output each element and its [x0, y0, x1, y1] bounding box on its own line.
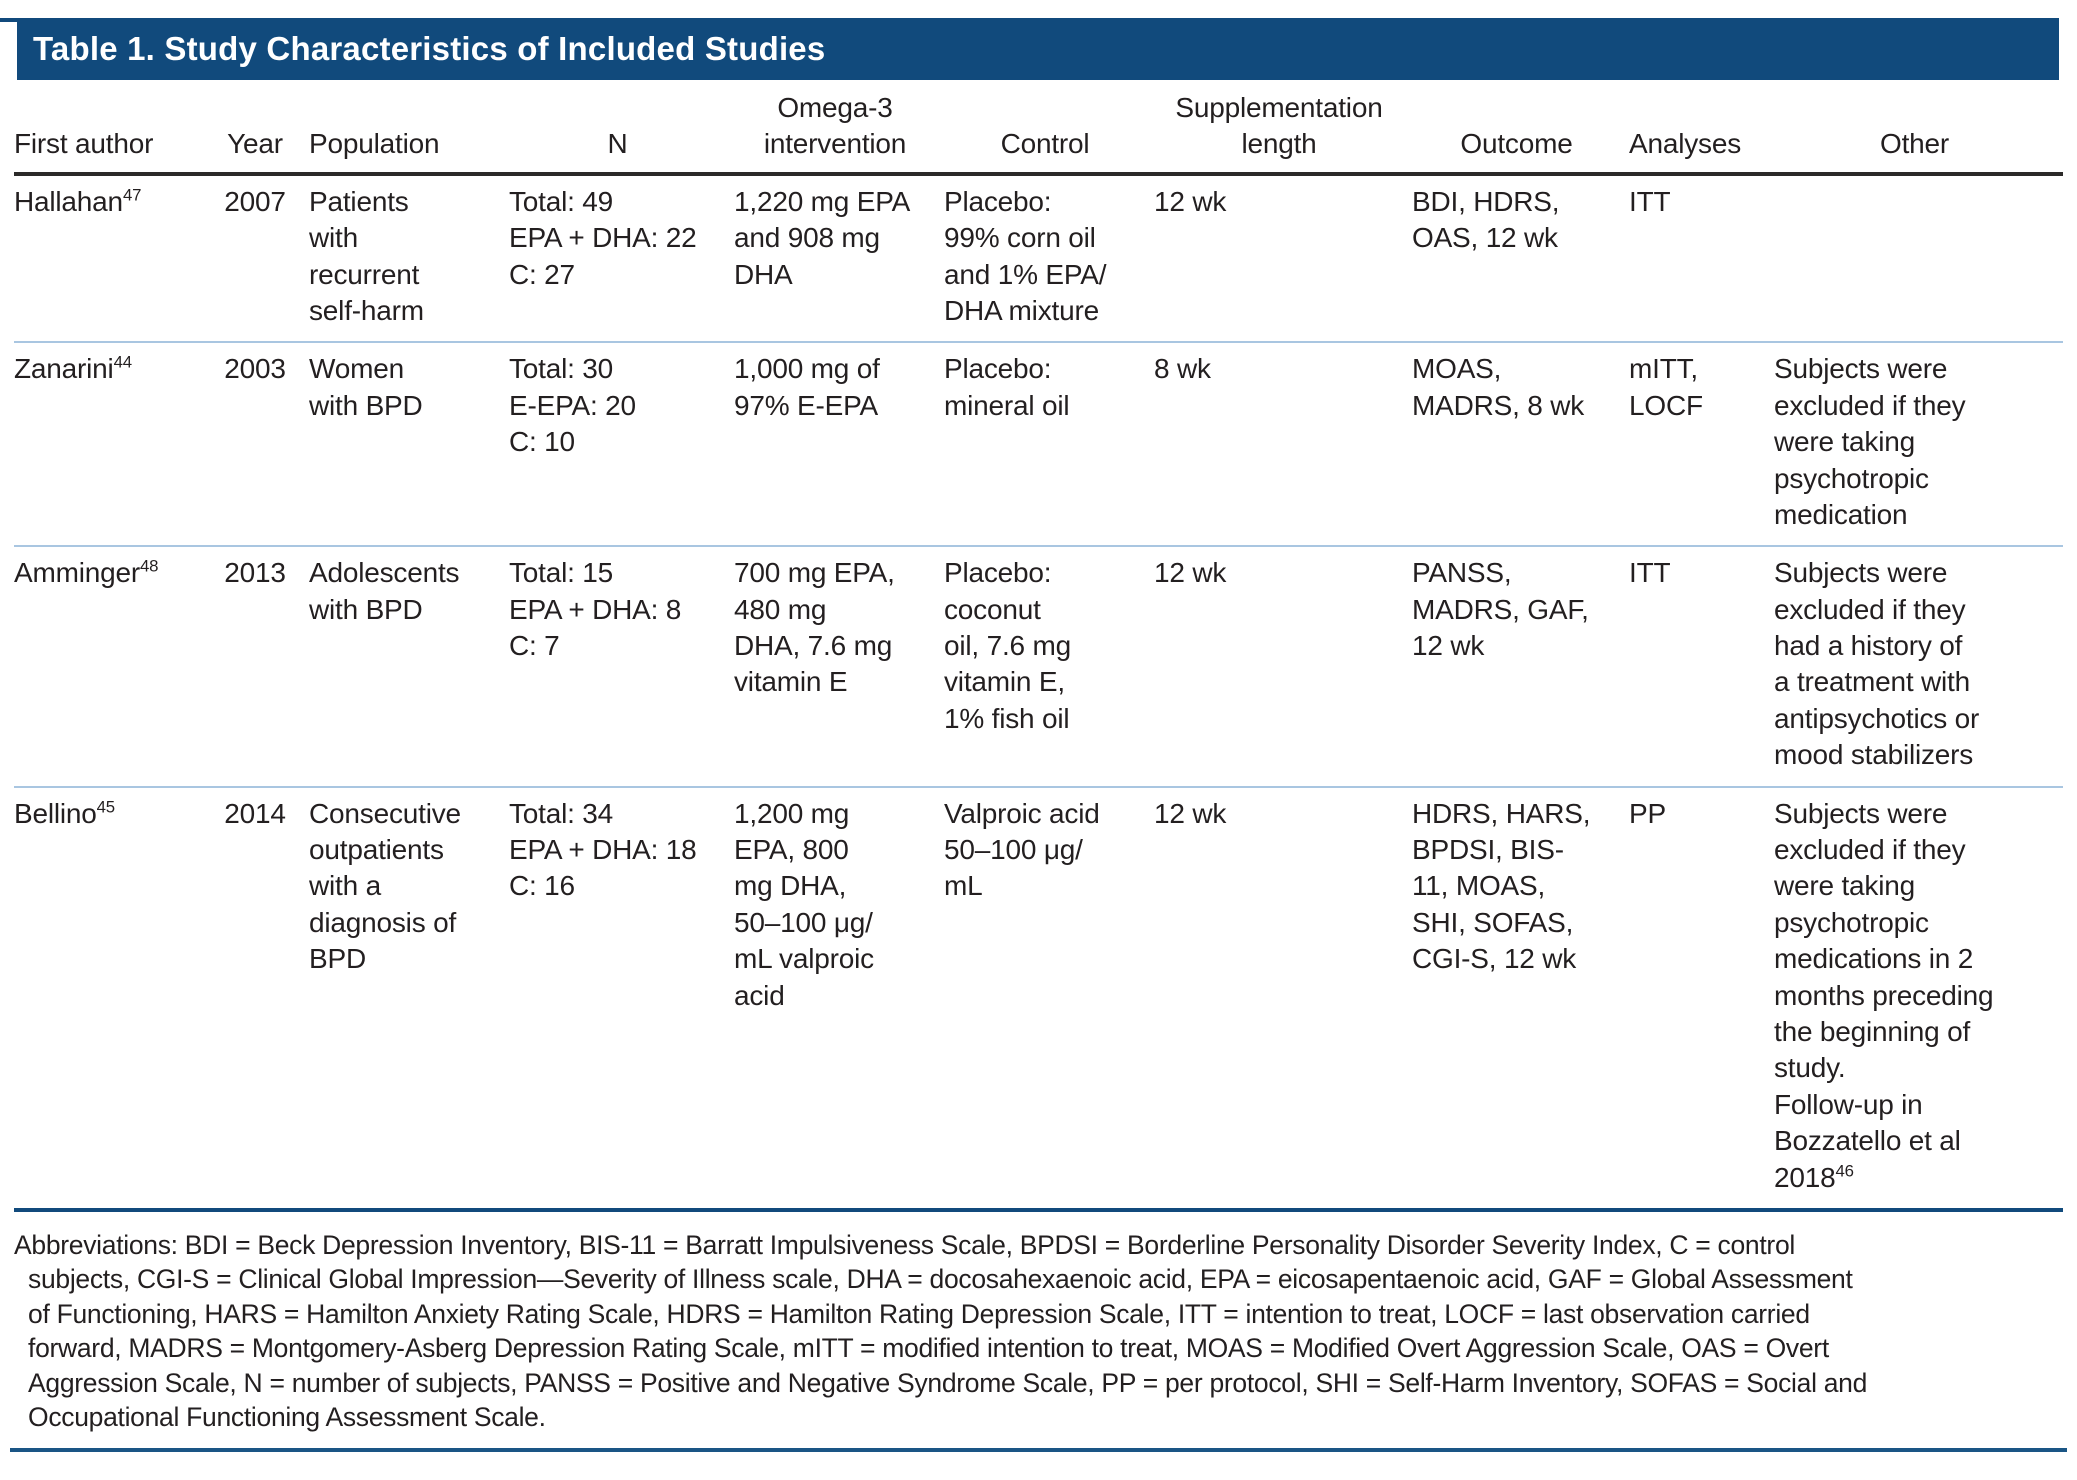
- cell-other: Subjects were excluded if they were taki…: [1774, 787, 2063, 1210]
- author-name: Bellino: [14, 797, 97, 829]
- cell-first-author: Hallahan47: [14, 174, 209, 343]
- other-text: Subjects were excluded if they were taki…: [1774, 353, 1966, 530]
- cell-n: Total: 30 E-EPA: 20 C: 10: [509, 353, 636, 458]
- table-row: Hallahan47 2007 Patients with recurrent …: [14, 174, 2063, 343]
- cell-year: 2003: [224, 353, 286, 385]
- cell-outcome: PANSS, MADRS, GAF, 12 wk: [1412, 557, 1589, 662]
- cell-analyses: ITT: [1629, 557, 1671, 589]
- reference-superscript: 48: [140, 556, 159, 576]
- cell-n: Total: 34 EPA + DHA: 18 C: 16: [509, 797, 697, 902]
- cell-control: Placebo: coconut oil, 7.6 mg vitamin E, …: [944, 557, 1071, 734]
- other-text: Subjects were excluded if they had a his…: [1774, 557, 1980, 771]
- cell-analyses: ITT: [1629, 185, 1671, 217]
- abbreviations-note: Abbreviations: BDI = Beck Depression Inv…: [14, 1229, 1868, 1433]
- table-title-bar: Table 1. Study Characteristics of Includ…: [17, 18, 2059, 80]
- cell-control: Valproic acid 50–100 μg/ mL: [944, 797, 1100, 902]
- cell-analyses: mITT, LOCF: [1629, 353, 1703, 421]
- cell-other: [1774, 174, 2063, 343]
- page-top-rule: [0, 18, 1550, 22]
- column-header-length: Supplementation length: [1175, 92, 1383, 160]
- column-header-analyses: Analyses: [1629, 128, 1742, 160]
- cell-length: 8 wk: [1154, 353, 1211, 385]
- cell-length: 12 wk: [1154, 797, 1227, 829]
- cell-control: Placebo: 99% corn oil and 1% EPA/ DHA mi…: [944, 185, 1107, 326]
- column-header-population: Population: [309, 128, 440, 160]
- cell-year: 2014: [224, 797, 286, 829]
- cell-control: Placebo: mineral oil: [944, 353, 1070, 421]
- cell-intervention: 700 mg EPA, 480 mg DHA, 7.6 mg vitamin E: [734, 557, 895, 698]
- cell-outcome: MOAS, MADRS, 8 wk: [1412, 353, 1585, 421]
- header-row: First author Year Population N Omega-3 i…: [14, 88, 2063, 174]
- column-header-other: Other: [1879, 128, 1950, 160]
- author-name: Zanarini: [14, 353, 114, 385]
- cell-other: Subjects were excluded if they were taki…: [1774, 342, 2063, 546]
- table-row: Bellino45 2014 Consecutive outpatients w…: [14, 786, 2063, 1210]
- table-title: Table 1. Study Characteristics of Includ…: [33, 30, 826, 67]
- column-header-outcome: Outcome: [1460, 128, 1573, 160]
- author-name: Amminger: [14, 557, 140, 589]
- cell-intervention: 1,200 mg EPA, 800 mg DHA, 50–100 μg/ mL …: [734, 797, 874, 1011]
- cell-population: Adolescents with BPD: [309, 557, 460, 625]
- reference-superscript: 46: [1835, 1161, 1854, 1181]
- cell-first-author: Bellino45: [14, 787, 209, 1210]
- cell-year: 2013: [224, 557, 286, 589]
- cell-intervention: 1,220 mg EPA and 908 mg DHA: [734, 185, 911, 290]
- cell-outcome: BDI, HDRS, OAS, 12 wk: [1412, 185, 1560, 254]
- column-header-first-author: First author: [14, 128, 154, 160]
- cell-population: Consecutive outpatients with a diagnosis…: [309, 797, 461, 975]
- cell-length: 12 wk: [1154, 557, 1227, 589]
- cell-population: Women with BPD: [309, 353, 423, 421]
- cell-intervention: 1,000 mg of 97% E-EPA: [734, 353, 880, 421]
- cell-year: 2007: [224, 185, 286, 217]
- cell-analyses: PP: [1629, 797, 1666, 829]
- cell-other: Subjects were excluded if they had a his…: [1774, 546, 2063, 786]
- column-header-year: Year: [227, 128, 283, 160]
- cell-outcome: HDRS, HARS, BPDSI, BIS- 11, MOAS, SHI, S…: [1412, 797, 1591, 975]
- cell-n: Total: 15 EPA + DHA: 8 C: 7: [509, 557, 682, 662]
- study-characteristics-table: First author Year Population N Omega-3 i…: [14, 88, 2063, 1212]
- other-text: Subjects were excluded if they were taki…: [1774, 797, 1994, 1193]
- cell-first-author: Amminger48: [14, 546, 209, 786]
- column-header-intervention: Omega-3 intervention: [763, 92, 907, 160]
- column-header-n: N: [607, 128, 628, 160]
- reference-superscript: 44: [113, 353, 132, 373]
- column-header-control: Control: [1000, 128, 1090, 160]
- cell-population: Patients with recurrent self-harm: [309, 185, 424, 326]
- reference-superscript: 45: [96, 797, 115, 817]
- reference-superscript: 47: [122, 185, 142, 205]
- table-row: Amminger48 2013 Adolescents with BPD Tot…: [14, 546, 2063, 786]
- cell-n: Total: 49 EPA + DHA: 22 C: 27: [509, 185, 697, 290]
- table-row: Zanarini44 2003 Women with BPD Total: 30…: [14, 342, 2063, 546]
- author-name: Hallahan: [14, 185, 123, 217]
- page-bottom-rule: [10, 1448, 2067, 1452]
- cell-length: 12 wk: [1154, 185, 1227, 217]
- cell-first-author: Zanarini44: [14, 342, 209, 546]
